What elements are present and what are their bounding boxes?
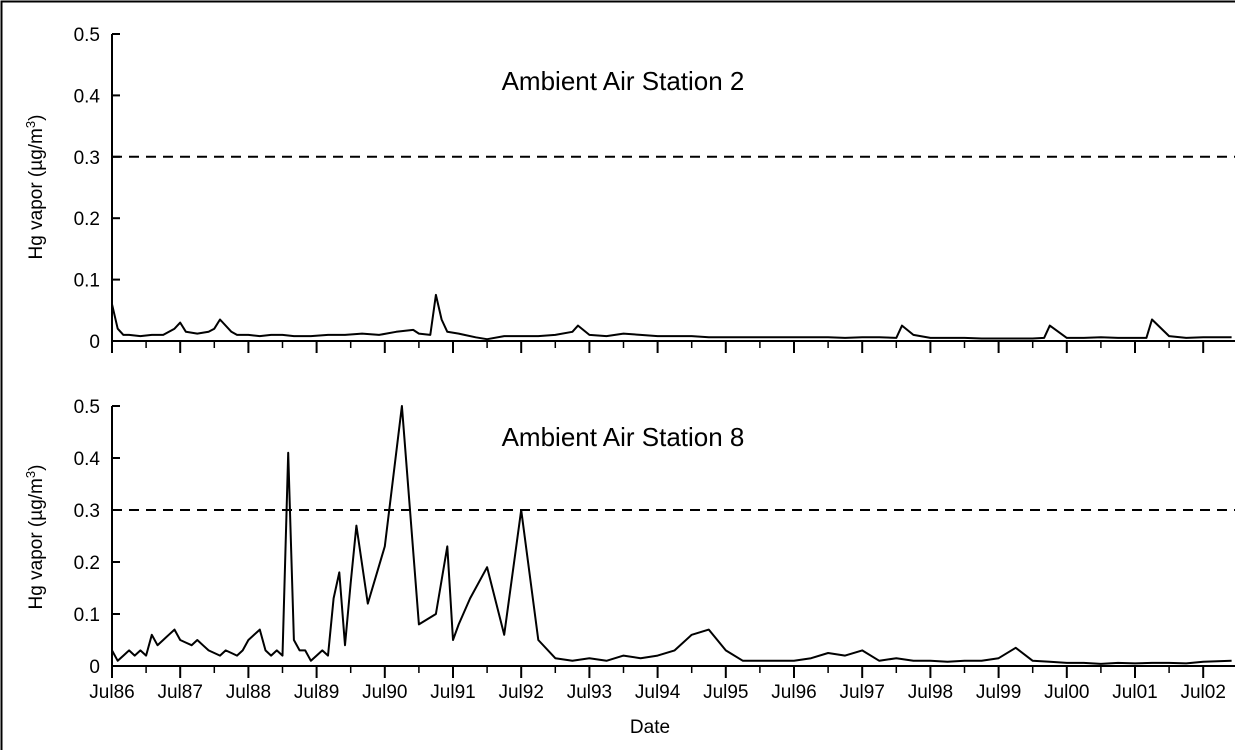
x-tick-label: Jul94 [635, 682, 681, 703]
x-axis-ticks [111, 341, 1205, 353]
x-tick-label: Jul00 [1044, 682, 1089, 703]
y-tick-label: 0.2 [74, 209, 100, 230]
x-tick-label: Jul01 [1112, 682, 1157, 703]
x-tick-label: Jul88 [226, 682, 271, 703]
y-tick-label: 0 [89, 657, 100, 678]
x-tick-label: Jul99 [976, 682, 1021, 703]
x-tick-label: Jul96 [771, 682, 816, 703]
y-tick-label: 0.3 [74, 148, 100, 169]
y-axis-ticks: 0 0.1 0.2 0.3 0.4 0.5 [74, 397, 120, 678]
x-tick-label: Jul89 [294, 682, 339, 703]
x-tick-label: Jul93 [567, 682, 612, 703]
x-tick-label: Jul02 [1180, 682, 1225, 703]
series-line-station-2 [111, 293, 1232, 341]
y-tick-label: 0.1 [74, 605, 100, 626]
x-tick-label: Jul91 [430, 682, 475, 703]
y-tick-label: 0.4 [74, 86, 101, 107]
x-tick-label: Jul97 [839, 682, 884, 703]
x-tick-label: Jul95 [703, 682, 748, 703]
y-axis-label: Hg vapor (µg/m3) [23, 465, 48, 610]
series-line-station-8 [111, 405, 1232, 665]
y-tick-label: 0.5 [74, 397, 100, 418]
y-axis-label: Hg vapor (µg/m3) [23, 115, 48, 260]
x-tick-label: Jul86 [89, 682, 134, 703]
y-tick-label: 0.2 [74, 553, 100, 574]
x-axis-label: Date [630, 717, 670, 738]
y-tick-label: 0 [89, 332, 100, 353]
x-tick-label: Jul87 [157, 682, 202, 703]
y-tick-label: 0.5 [74, 25, 100, 46]
x-tick-label: Jul92 [498, 682, 543, 703]
panel-station-2: Ambient Air Station 2 Hg vapor (µg/m3) 0… [23, 25, 1235, 353]
y-tick-label: 0.3 [74, 501, 100, 522]
chart-title: Ambient Air Station 8 [502, 422, 745, 452]
y-axis-ticks: 0 0.1 0.2 0.3 0.4 0.5 [74, 25, 120, 353]
y-tick-label: 0.1 [74, 271, 100, 292]
x-axis-ticks: Jul86 Jul87 Jul88 Jul89 Jul90 Jul91 Jul92 Jul93… [89, 666, 1226, 703]
chart-title: Ambient Air Station 2 [502, 66, 745, 96]
panel-station-8: Ambient Air Station 8 Hg vapor (µg/m3) 0… [23, 397, 1235, 738]
x-tick-label: Jul90 [362, 682, 407, 703]
x-tick-label: Jul98 [908, 682, 953, 703]
y-tick-label: 0.4 [74, 449, 101, 470]
